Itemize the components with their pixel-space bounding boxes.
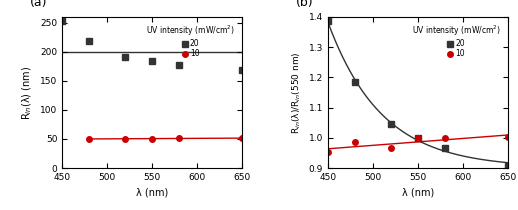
Y-axis label: R$_{in}$(λ)/R$_{in}$(550 nm): R$_{in}$(λ)/R$_{in}$(550 nm) (291, 51, 303, 134)
X-axis label: λ (nm): λ (nm) (136, 187, 168, 197)
Text: (a): (a) (30, 0, 47, 9)
X-axis label: λ (nm): λ (nm) (401, 187, 434, 197)
Text: (b): (b) (296, 0, 313, 9)
Legend: 20, 10: 20, 10 (409, 21, 504, 61)
Legend: 20, 10: 20, 10 (143, 21, 238, 61)
Y-axis label: R$_{in}$(λ) (nm): R$_{in}$(λ) (nm) (21, 65, 35, 119)
